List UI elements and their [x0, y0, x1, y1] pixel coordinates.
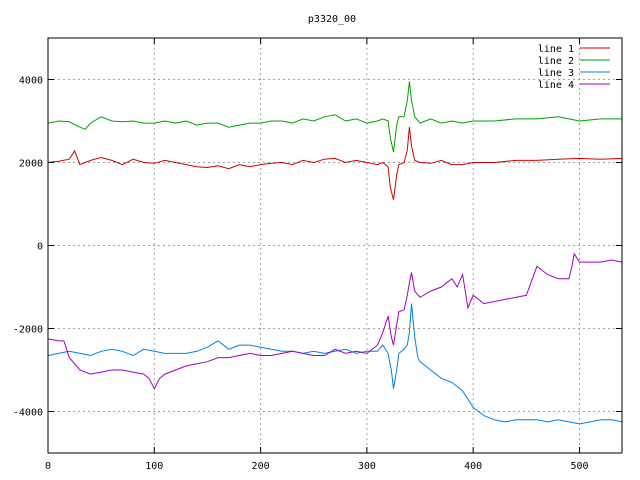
series-line-2 — [47, 81, 622, 153]
x-tick-label: 100 — [145, 461, 163, 472]
chart-title: p3320_00 — [308, 14, 356, 25]
legend-label-4: line 4 — [538, 80, 574, 91]
grid-lines — [48, 38, 622, 453]
series-line-1 — [47, 127, 623, 200]
legend-label-1: line 1 — [538, 44, 574, 55]
y-tick-label: 4000 — [19, 76, 43, 87]
legend-label-2: line 2 — [538, 56, 574, 67]
y-tick-label: 0 — [37, 242, 43, 253]
series-layer — [47, 81, 623, 425]
y-tick-label: -4000 — [13, 408, 43, 419]
y-tick-label: -2000 — [13, 325, 43, 336]
axis-ticks: 0 100 200 300 400 500 -4000 -2000 0 2000 4000 — [13, 38, 622, 472]
y-tick-label: 2000 — [19, 159, 43, 170]
x-tick-label: 400 — [464, 461, 482, 472]
x-tick-label: 0 — [45, 461, 51, 472]
x-tick-label: 300 — [358, 461, 376, 472]
series-line-3 — [47, 303, 623, 425]
x-tick-label: 500 — [570, 461, 588, 472]
series-line-4 — [47, 252, 623, 390]
legend-label-3: line 3 — [538, 68, 574, 79]
x-tick-label: 200 — [252, 461, 270, 472]
